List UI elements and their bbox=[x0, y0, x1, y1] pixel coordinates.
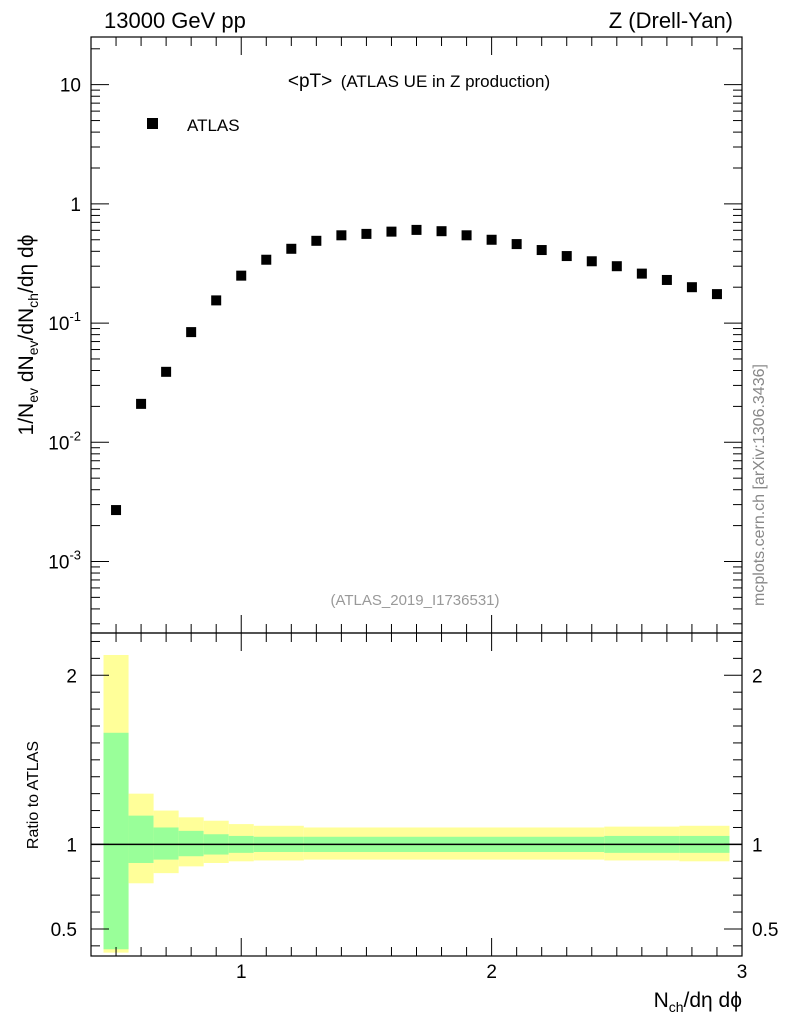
ratio-y-axis-label: Ratio to ATLAS bbox=[25, 741, 42, 849]
y-tick-label: 10-2 bbox=[48, 428, 81, 454]
legend-marker-atlas bbox=[147, 118, 158, 129]
plot-title-sub: (ATLAS UE in Z production) bbox=[341, 72, 550, 91]
watermark: mcplots.cern.ch [arXiv:1306.3436] bbox=[751, 364, 768, 606]
ratio-y-tick-label: 0.5 bbox=[752, 920, 778, 941]
data-point bbox=[636, 268, 647, 279]
ratio-plot-frame bbox=[90, 632, 743, 957]
analysis-id: (ATLAS_2019_I1736531) bbox=[330, 592, 499, 609]
ratio-y-tick-label: 0.5 bbox=[51, 920, 77, 941]
ratio-band-green bbox=[103, 732, 129, 950]
main-x-ticks bbox=[115, 37, 743, 633]
data-point bbox=[661, 274, 672, 285]
data-point bbox=[486, 234, 497, 245]
data-point bbox=[561, 251, 572, 262]
legend-label-atlas: ATLAS bbox=[187, 116, 240, 135]
data-points bbox=[111, 224, 722, 516]
header-right: Z (Drell-Yan) bbox=[609, 8, 733, 33]
header-left: 13000 GeV pp bbox=[104, 8, 246, 33]
data-point bbox=[436, 226, 447, 237]
y-tick-label: 10-1 bbox=[48, 309, 81, 335]
y-tick-label: 10-3 bbox=[48, 547, 81, 573]
data-point bbox=[236, 270, 247, 281]
data-point bbox=[361, 228, 372, 239]
data-point bbox=[411, 224, 422, 235]
ratio-x-axis: 1 2 3 bbox=[115, 633, 748, 983]
data-point bbox=[211, 295, 222, 306]
data-point bbox=[261, 254, 272, 265]
main-y-axis-label: 1/Nev dNev/dNch/dη dϕ bbox=[15, 235, 41, 436]
ratio-y-tick-label: 2 bbox=[66, 666, 77, 687]
ratio-y-tick-label: 1 bbox=[752, 835, 763, 856]
ratio-y-axis: 0.5 0.5 1 1 2 2 bbox=[51, 640, 778, 947]
y-tick-label: 1 bbox=[70, 195, 81, 216]
data-point bbox=[386, 226, 397, 237]
plot-title-main: <pT> bbox=[288, 71, 332, 92]
ratio-band-green bbox=[178, 830, 204, 857]
data-point bbox=[686, 282, 697, 293]
ratio-y-tick-label: 1 bbox=[66, 835, 77, 856]
main-y-axis: 10-3 10-2 10-1 1 10 bbox=[48, 48, 742, 625]
data-point bbox=[711, 289, 722, 300]
data-point bbox=[536, 245, 547, 256]
data-point bbox=[586, 256, 597, 267]
ratio-band-green bbox=[128, 815, 154, 863]
data-point bbox=[186, 327, 197, 338]
x-tick-label: 2 bbox=[486, 962, 497, 983]
data-point bbox=[111, 505, 122, 516]
data-point bbox=[311, 235, 322, 246]
data-point bbox=[511, 239, 522, 250]
x-tick-label: 1 bbox=[236, 962, 247, 983]
ratio-bands bbox=[103, 654, 730, 953]
ratio-band-green bbox=[153, 827, 179, 860]
data-point bbox=[461, 230, 472, 241]
data-point bbox=[286, 243, 297, 254]
y-tick-label: 10 bbox=[60, 76, 81, 97]
data-point bbox=[161, 366, 172, 377]
x-axis-label: Nch/dη dϕ bbox=[654, 989, 742, 1015]
x-tick-label: 3 bbox=[737, 962, 748, 983]
data-point bbox=[611, 261, 622, 272]
ratio-y-tick-label: 2 bbox=[752, 666, 763, 687]
data-point bbox=[336, 230, 347, 241]
data-point bbox=[136, 398, 147, 409]
plot-title: <pT> (ATLAS UE in Z production) bbox=[288, 71, 550, 92]
